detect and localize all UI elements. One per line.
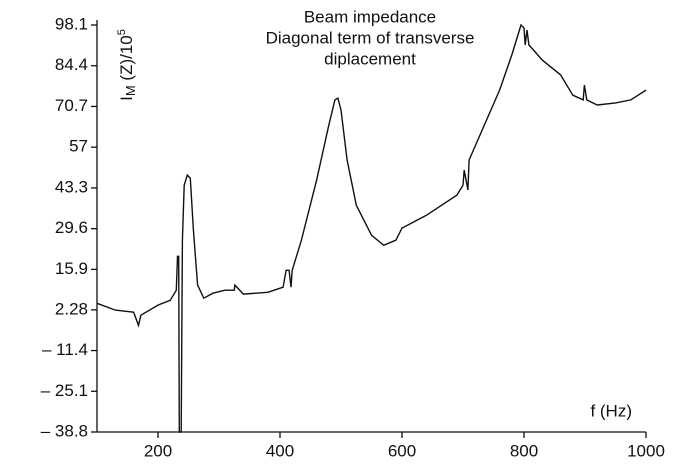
y-label-sub: M [123, 85, 138, 96]
x-tick-label: 200 [144, 441, 172, 460]
y-tick-label: 29.6 [55, 218, 88, 237]
y-tick-label: 43.3 [55, 177, 88, 196]
y-tick-label: 98.1 [55, 14, 88, 33]
y-tick-label: – 38.8 [41, 421, 88, 440]
title-line: diplacement [324, 49, 416, 68]
y-label-sup: 5 [116, 29, 128, 35]
x-tick-label: 400 [266, 441, 294, 460]
title-line: Diagonal term of transverse [266, 28, 475, 47]
title-line: Beam impedance [304, 7, 436, 26]
y-tick-label: 15.9 [55, 259, 88, 278]
y-tick-label: 70.7 [55, 96, 88, 115]
x-tick-label: 600 [388, 441, 416, 460]
y-axis-label: IM (Z)/105 [116, 29, 139, 101]
y-tick-label: 84.4 [55, 55, 88, 74]
data-line [96, 23, 647, 433]
x-axis-label: f (Hz) [590, 401, 632, 420]
y-tick-label: – 25.1 [41, 381, 88, 400]
x-tick-label: 800 [510, 441, 538, 460]
y-label-main: I [117, 96, 136, 101]
y-label-rest: (Z)/10 [117, 35, 136, 85]
y-tick-label: – 11.4 [42, 340, 88, 359]
y-tick-label: 57 [69, 137, 88, 156]
y-tick-label: 2.28 [55, 299, 88, 318]
x-tick-label: 1000 [627, 441, 665, 460]
